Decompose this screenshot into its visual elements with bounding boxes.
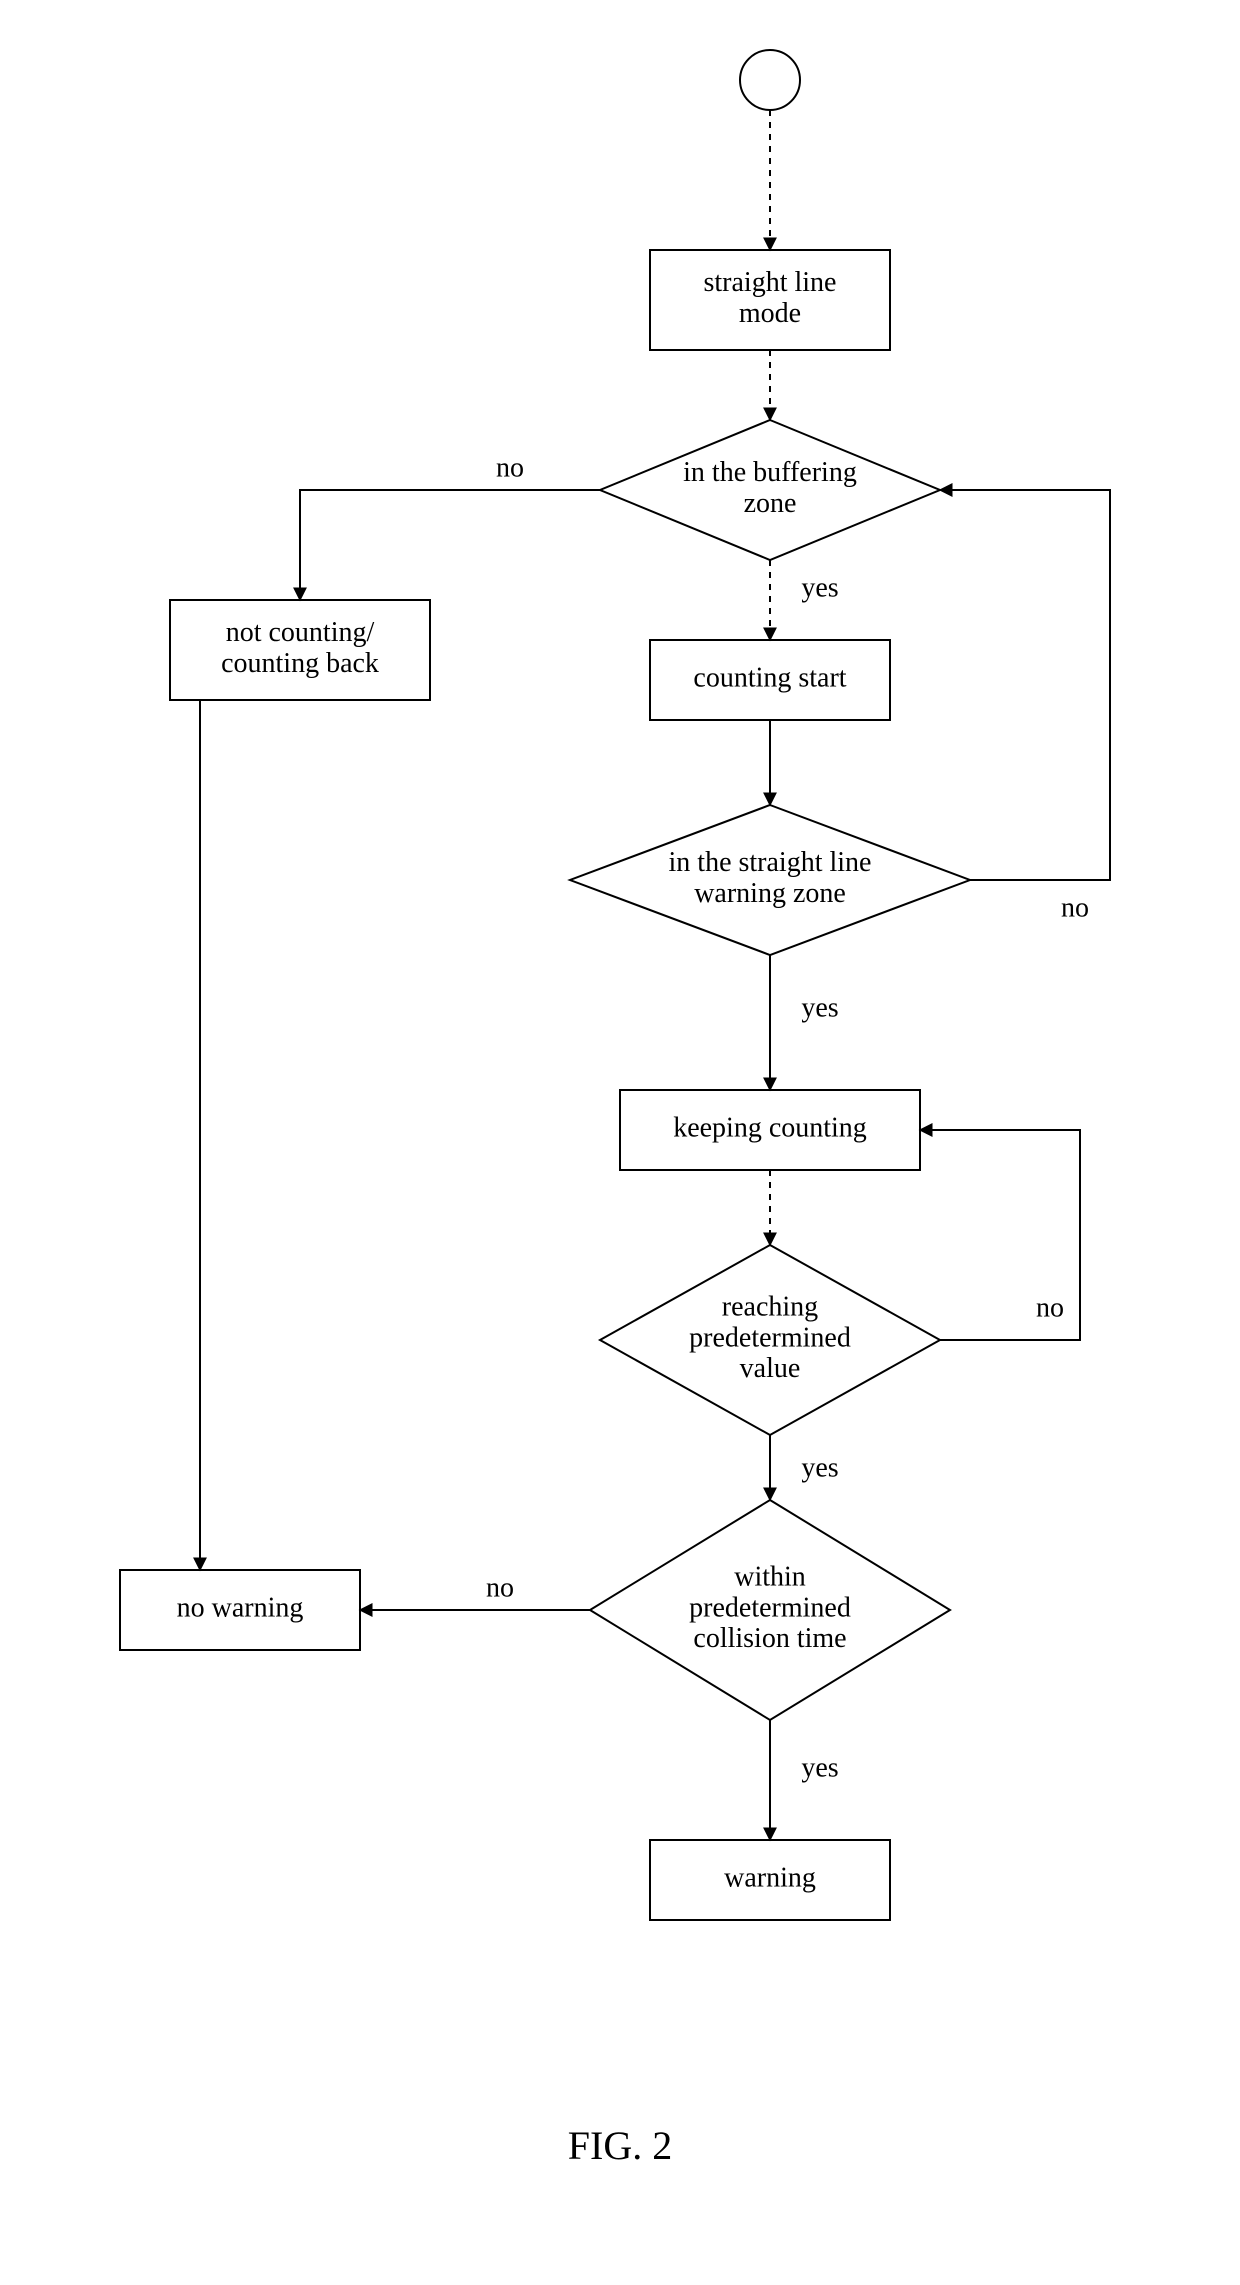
decision-reaching_value-text-1: predetermined xyxy=(689,1322,851,1353)
decision-within_collision-text-2: collision time xyxy=(693,1623,846,1654)
decision-in_buffering_zone-text-1: zone xyxy=(744,488,797,519)
figure-caption: FIG. 2 xyxy=(568,2123,672,2168)
process-warning-text-0: warning xyxy=(724,1862,816,1893)
edge-label-reaching-no-right: no xyxy=(1036,1292,1064,1323)
edge-label-warnzone-no-right: no xyxy=(1061,892,1089,923)
decision-in_warning_zone-text-1: warning zone xyxy=(694,878,846,909)
flowchart-svg: straight linemode in the bufferingzone not… xyxy=(0,0,1240,2285)
decision-in_warning_zone-text-0: in the straight line xyxy=(669,847,872,878)
edge-label-buffer-yes-down: yes xyxy=(801,572,838,603)
process-keeping_counting-text-0: keeping counting xyxy=(673,1112,867,1143)
decision-in_buffering_zone-text-0: in the buffering xyxy=(683,457,857,488)
edge-label-collision-no-left: no xyxy=(486,1572,514,1603)
process-not_counting-text-1: counting back xyxy=(221,648,379,679)
decision-reaching_value-text-0: reaching xyxy=(722,1292,818,1323)
edge-label-reaching-yes-down: yes xyxy=(801,1452,838,1483)
process-no_warning-text-0: no warning xyxy=(177,1592,304,1623)
decision-reaching_value-text-2: value xyxy=(740,1353,801,1384)
edge-label-warnzone-yes-down: yes xyxy=(801,992,838,1023)
process-straight_line_mode-text-0: straight line xyxy=(704,267,837,298)
edge-label-buffer-no-left: no xyxy=(496,452,524,483)
process-not_counting-text-0: not counting/ xyxy=(226,617,375,648)
process-counting_start-text-0: counting start xyxy=(693,662,846,693)
decision-within_collision-text-1: predetermined xyxy=(689,1592,851,1623)
decision-within_collision-text-0: within xyxy=(734,1562,806,1593)
edge-label-collision-yes-down: yes xyxy=(801,1752,838,1783)
process-straight_line_mode-text-1: mode xyxy=(739,298,801,329)
